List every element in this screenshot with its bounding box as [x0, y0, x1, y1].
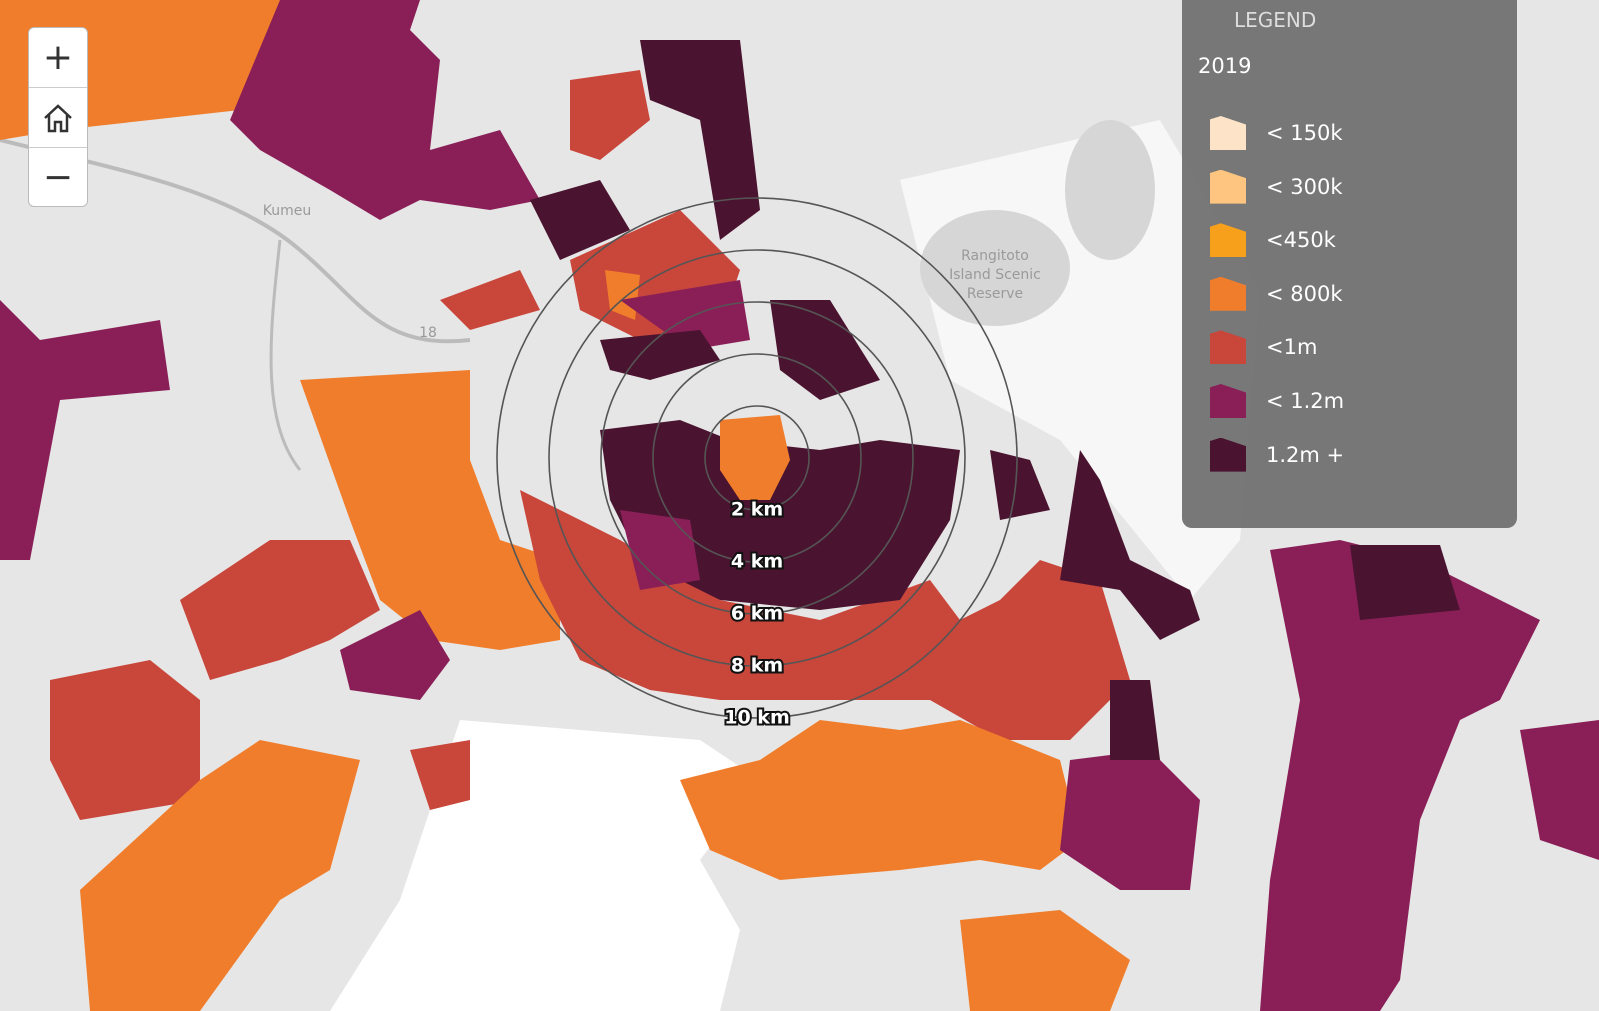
ring-label: 8 km — [731, 655, 783, 677]
legend-year: 2019 — [1198, 54, 1252, 78]
legend-swatch — [1210, 437, 1246, 472]
home-button[interactable] — [29, 88, 87, 148]
legend-item: 1.2m + — [1210, 437, 1344, 473]
legend-swatch — [1210, 116, 1246, 150]
legend-swatch — [1210, 276, 1246, 311]
zoom-in[interactable]: + — [29, 28, 87, 88]
road-label: 18 — [419, 325, 437, 341]
island — [920, 210, 1070, 326]
water — [330, 720, 760, 1011]
legend-label: < 150k — [1266, 121, 1343, 145]
legend-label: <1m — [1266, 335, 1318, 360]
legend-label: < 300k — [1266, 174, 1343, 199]
distance-rings — [496, 197, 1018, 719]
legend-swatch — [1210, 330, 1246, 365]
place-label: Reserve — [967, 286, 1023, 302]
legend-item: < 150k — [1210, 115, 1343, 151]
ring-label: 10 km — [724, 707, 790, 729]
legend-swatch — [1210, 223, 1246, 258]
zoom-out[interactable]: − — [42, 157, 74, 198]
legend-swatch — [1210, 384, 1246, 418]
ring-label: 2 km — [731, 499, 783, 521]
place-label: Rangitoto — [961, 248, 1029, 264]
ring-label: 6 km — [731, 603, 783, 625]
legend-item: < 1.2m — [1210, 383, 1344, 419]
ring-label: 4 km — [731, 551, 783, 573]
legend-item: <450k — [1210, 222, 1336, 258]
legend-label: 1.2m + — [1266, 442, 1345, 467]
road — [0, 138, 471, 344]
legend-label: < 800k — [1266, 281, 1343, 306]
legend-heading[interactable]: LEGEND — [1234, 8, 1317, 32]
place-label: Island Scenic — [949, 267, 1041, 283]
legend-label: <450k — [1266, 228, 1336, 253]
legend-item: < 300k — [1210, 169, 1343, 205]
legend-item: < 800k — [1210, 276, 1343, 312]
zoom-controls: + − — [28, 27, 88, 207]
road — [269, 239, 302, 471]
island — [1065, 120, 1155, 260]
legend-swatch — [1210, 169, 1246, 204]
legend-label: < 1.2m — [1266, 389, 1345, 413]
legend-item: <1m — [1210, 329, 1317, 365]
place-label: Kumeu — [263, 203, 311, 219]
legend: LEGEND 2019 < 150k < 300k <450k < 800k <1m < … — [1182, 0, 1517, 528]
